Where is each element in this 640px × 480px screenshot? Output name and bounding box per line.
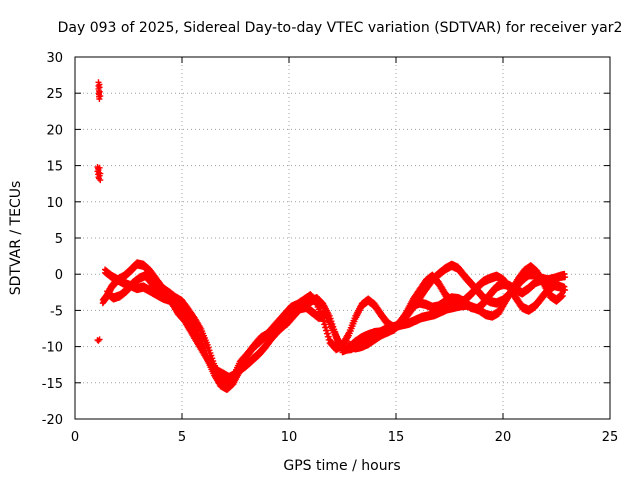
data-point [323, 327, 330, 334]
x-tick-label: 20 [495, 430, 512, 445]
chart-title: Day 093 of 2025, Sidereal Day-to-day VTE… [58, 20, 623, 36]
data-point [97, 93, 104, 100]
series-outliers-mid [94, 164, 104, 184]
data-point [556, 282, 563, 288]
y-tick-label: 25 [46, 87, 63, 102]
data-point [562, 287, 569, 294]
y-tick-label: 20 [46, 123, 63, 138]
y-tick-label: 0 [55, 268, 63, 283]
grid-lines [75, 57, 610, 419]
data-point [324, 330, 331, 337]
y-tick-label: 15 [46, 160, 63, 175]
x-tick-label: 25 [602, 430, 619, 445]
x-tick-label: 15 [388, 430, 405, 445]
series-track-4 [345, 275, 564, 353]
data-point [325, 333, 332, 340]
y-tick-label: 5 [55, 232, 63, 247]
data-point [323, 324, 329, 331]
y-tick-label: -20 [42, 413, 63, 428]
y-tick-label: 10 [46, 196, 63, 211]
data-point [321, 318, 328, 325]
y-axis-label: SDTVAR / TECUs [8, 181, 24, 296]
y-tick-label: 30 [46, 51, 63, 66]
data-point [96, 336, 103, 343]
series-outliers-high [95, 79, 104, 102]
data-points [94, 79, 569, 393]
x-tick-label: 5 [178, 430, 186, 445]
y-tick-label: -10 [42, 341, 63, 356]
x-axis-label: GPS time / hours [283, 458, 400, 474]
x-tick-label: 0 [71, 430, 79, 445]
data-point [96, 164, 103, 171]
y-tick-label: -5 [50, 304, 63, 319]
data-point [559, 292, 566, 299]
data-point [562, 274, 569, 281]
y-tick-label: -15 [42, 377, 63, 392]
data-point [97, 170, 104, 177]
data-point [97, 177, 104, 184]
series-outlier-low [94, 336, 103, 344]
data-point [557, 285, 564, 292]
data-point [96, 96, 103, 102]
x-tick-label: 10 [281, 430, 298, 445]
axis-ticks: 0 5 10 15 20 25 -20 -15 -10 -5 0 5 10 15 20 25 30 [42, 51, 619, 445]
